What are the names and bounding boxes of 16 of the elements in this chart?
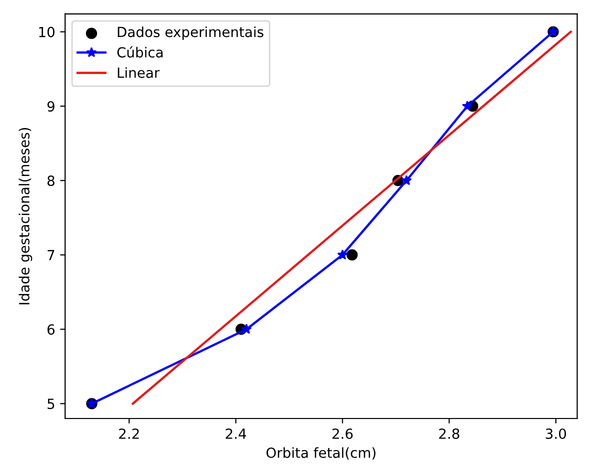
y-axis-title: Idade gestacional(meses): [18, 128, 32, 304]
y-tick-label: 7: [48, 250, 54, 260]
y-tick-label: 6: [48, 324, 55, 335]
x-axis-title: Orbita fetal(cm): [266, 447, 376, 460]
y-tick-label: 9: [47, 101, 54, 112]
legend-label: Cúbica: [117, 46, 163, 58]
x-tick-label: 2.4: [226, 428, 246, 439]
x-tick-label: 2.6: [332, 428, 353, 439]
legend-label: Dados experimentais: [118, 26, 264, 40]
legend-label: Linear: [118, 67, 160, 78]
y-tick-label: 10: [39, 26, 54, 38]
y-tick-label: 5: [48, 398, 54, 410]
y-tick-label: 8: [48, 176, 54, 186]
x-tick-label: 2.2: [119, 428, 139, 439]
x-tick-label: 2.8: [439, 428, 460, 439]
x-tick-label: 3.0: [546, 428, 566, 439]
